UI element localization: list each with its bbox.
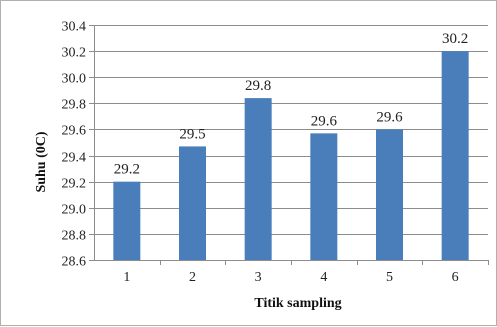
data-label: 29.6 — [311, 113, 338, 129]
y-axis-title: Suhu (0C) — [34, 131, 49, 192]
bar — [179, 146, 206, 260]
data-label: 30.2 — [442, 31, 468, 47]
y-tick-label: 30.2 — [62, 46, 87, 61]
x-tick-label: 3 — [255, 270, 262, 285]
y-tick-label: 29.4 — [62, 151, 87, 166]
y-tick-label: 30.0 — [62, 72, 87, 87]
x-tick-label: 6 — [452, 270, 459, 285]
y-tick-label: 29.8 — [62, 98, 87, 113]
y-tick-label: 29.6 — [62, 124, 87, 139]
y-tick-label: 28.6 — [62, 255, 87, 270]
data-label: 29.8 — [245, 78, 271, 94]
bar — [244, 98, 272, 260]
x-tick-label: 5 — [386, 270, 393, 285]
bars-layer — [113, 51, 469, 260]
y-tick-label: 30.4 — [62, 20, 87, 35]
data-label: 29.5 — [179, 126, 205, 142]
y-tick-label: 29.2 — [62, 177, 87, 192]
y-tick-label: 29.0 — [62, 203, 87, 218]
axis-layer — [89, 25, 489, 265]
bar — [376, 129, 403, 260]
x-tick-label: 1 — [123, 270, 130, 285]
labels-layer: 28.6 28.8 29.0 29.2 29.4 29.6 29.8 30.0 30.2 30.4… — [62, 20, 469, 286]
bar — [441, 51, 469, 260]
x-tick-label: 2 — [189, 270, 196, 285]
y-tick-label: 28.8 — [62, 229, 87, 244]
bar — [113, 181, 141, 260]
bar — [310, 133, 338, 260]
data-label: 29.2 — [114, 162, 140, 178]
data-label: 29.6 — [376, 109, 403, 125]
grid-layer — [94, 25, 488, 235]
x-axis-title: Titik sampling — [254, 296, 341, 311]
x-tick-label: 4 — [320, 270, 327, 285]
